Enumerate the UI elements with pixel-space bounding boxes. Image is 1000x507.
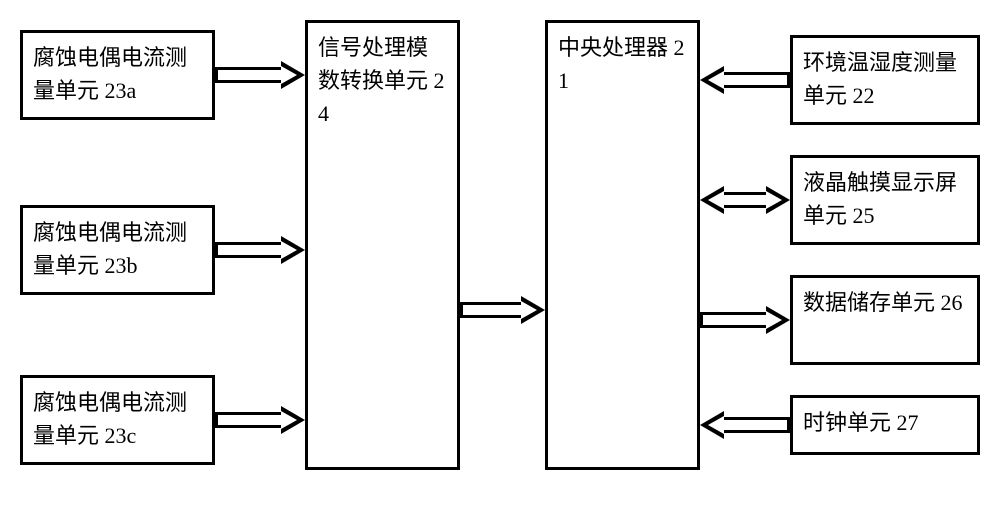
block-box: 液晶触摸显示屏单元 25 — [790, 155, 980, 245]
block-box: 数据储存单元 26 — [790, 275, 980, 365]
diagram-canvas: 腐蚀电偶电流测量单元 23a 腐蚀电偶电流测量单元 23b 腐蚀电偶电流测量单元 2… — [0, 0, 1000, 507]
block-box: 时钟单元 27 — [790, 395, 980, 455]
block-box: 中央处理器 21 — [545, 20, 700, 470]
block-box: 腐蚀电偶电流测量单元 23c — [20, 375, 215, 465]
block-box: 腐蚀电偶电流测量单元 23b — [20, 205, 215, 295]
block-box: 环境温湿度测量单元 22 — [790, 35, 980, 125]
block-box: 信号处理模数转换单元 24 — [305, 20, 460, 470]
block-box: 腐蚀电偶电流测量单元 23a — [20, 30, 215, 120]
